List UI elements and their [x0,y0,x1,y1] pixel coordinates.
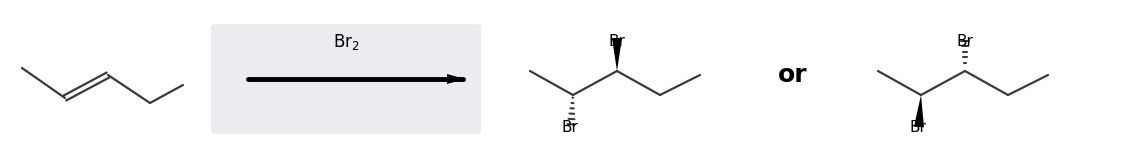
Text: Br: Br [957,34,974,49]
Polygon shape [447,74,465,84]
Text: Br$_2$: Br$_2$ [333,32,360,52]
Polygon shape [914,95,924,127]
Text: Br: Br [608,34,625,49]
Text: Br: Br [909,120,926,135]
Text: or: or [778,63,808,87]
FancyBboxPatch shape [211,24,481,134]
Polygon shape [612,38,622,71]
Text: Br: Br [562,120,578,135]
